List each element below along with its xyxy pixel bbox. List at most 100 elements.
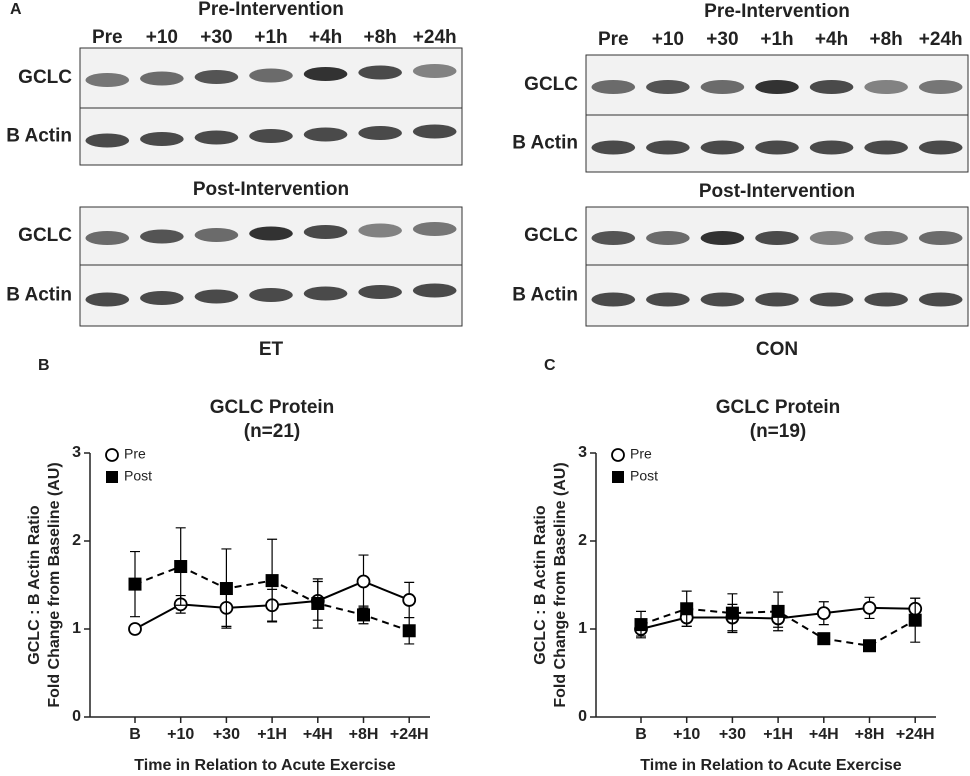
lane-label: Pre xyxy=(598,29,629,50)
marker xyxy=(908,613,922,627)
blot-band xyxy=(755,140,799,155)
blot-band xyxy=(85,231,130,245)
blot-band xyxy=(591,140,636,155)
marker xyxy=(356,574,371,589)
y-axis-label: Fold Change from Baseline (AU) xyxy=(552,462,569,707)
lane-label: +4h xyxy=(815,29,848,50)
y-axis-label: Fold Change from Baseline (AU) xyxy=(46,462,63,707)
marker xyxy=(817,632,831,646)
blot-band xyxy=(358,223,402,238)
lane-label: +30 xyxy=(200,27,232,48)
marker xyxy=(265,574,279,588)
blot-band xyxy=(85,133,130,148)
blot-band xyxy=(140,291,184,305)
lane-label: +8h xyxy=(364,27,397,48)
blot-band xyxy=(591,80,636,94)
x-axis-label: Time in Relation to Acute Exercise xyxy=(134,757,396,774)
panel-label: B xyxy=(38,357,50,374)
x-axis-label: Time in Relation to Acute Exercise xyxy=(640,757,902,774)
row-label: GCLC xyxy=(524,74,578,95)
row-label: B Actin xyxy=(6,126,72,147)
panel-label: A xyxy=(10,1,22,18)
blot-band xyxy=(809,80,854,94)
group-label: CON xyxy=(756,339,798,360)
blot-band xyxy=(700,80,745,94)
blot-band xyxy=(864,140,908,155)
lane-label: +1h xyxy=(254,27,287,48)
blot-band xyxy=(85,73,130,87)
x-tick-label: +24H xyxy=(390,726,429,743)
lane-label: +10 xyxy=(652,29,684,50)
y-tick-label: 1 xyxy=(578,620,587,637)
y-tick-label: 2 xyxy=(72,532,81,549)
marker xyxy=(402,593,417,607)
lane-label: +24h xyxy=(919,29,963,50)
x-tick-label: +24H xyxy=(896,726,935,743)
blot-title: Post-Intervention xyxy=(193,179,349,200)
x-tick-label: +8H xyxy=(349,726,379,743)
marker xyxy=(128,577,142,591)
lane-label: +1h xyxy=(760,29,793,50)
x-tick-label: +10 xyxy=(673,726,700,743)
group-label: ET xyxy=(259,339,284,360)
blot-band xyxy=(194,70,239,84)
blot-title: Pre-Intervention xyxy=(704,1,850,22)
marker xyxy=(128,622,142,636)
lane-label: +4h xyxy=(309,27,342,48)
blot-band xyxy=(918,231,963,245)
blot-band xyxy=(755,292,799,307)
blot-band xyxy=(412,222,457,236)
y-tick-label: 3 xyxy=(578,444,587,461)
legend-label: Post xyxy=(630,468,658,484)
lane-label: +30 xyxy=(706,29,738,50)
blot-band xyxy=(809,292,854,307)
blot-band xyxy=(700,231,745,245)
blot-band xyxy=(249,288,293,302)
blot-band xyxy=(358,126,402,140)
blot-band xyxy=(700,140,745,155)
blot-band xyxy=(412,124,457,139)
legend-marker xyxy=(106,471,118,483)
blot-band xyxy=(358,65,402,80)
row-label: B Actin xyxy=(512,133,578,154)
blot-band xyxy=(194,228,239,242)
lane-label: Pre xyxy=(92,27,123,48)
blot-band xyxy=(864,292,908,307)
blot-band xyxy=(249,226,293,241)
row-label: GCLC xyxy=(524,225,578,246)
blot-band xyxy=(646,80,690,94)
x-tick-label: +10 xyxy=(167,726,194,743)
blot-band xyxy=(140,71,184,86)
row-label: GCLC xyxy=(18,67,72,88)
marker xyxy=(219,582,233,596)
x-tick-label: +8H xyxy=(855,726,885,743)
blot-band xyxy=(303,225,348,239)
blot-band xyxy=(303,286,348,301)
blot-band xyxy=(918,140,963,155)
x-tick-label: B xyxy=(129,726,141,743)
legend-marker xyxy=(611,448,625,462)
blot-band xyxy=(412,283,457,298)
marker xyxy=(402,624,416,638)
x-tick-label: +1H xyxy=(763,726,793,743)
blot-band xyxy=(591,292,636,307)
chart-subtitle: (n=21) xyxy=(244,421,301,442)
y-axis-label: GCLC : B Actin Ratio xyxy=(532,505,549,665)
blot-band xyxy=(249,129,293,143)
marker xyxy=(634,618,648,632)
y-tick-label: 0 xyxy=(72,708,81,725)
legend-label: Post xyxy=(124,468,152,484)
panel-label: C xyxy=(544,357,556,374)
legend-marker xyxy=(612,471,624,483)
x-tick-label: +30 xyxy=(213,726,240,743)
blot-band xyxy=(700,292,745,307)
x-tick-label: +4H xyxy=(809,726,839,743)
blot-band xyxy=(140,229,184,244)
legend-label: Pre xyxy=(124,446,146,462)
marker xyxy=(311,596,325,610)
blot-band xyxy=(194,130,239,145)
blot-band xyxy=(358,285,402,299)
row-label: GCLC xyxy=(18,225,72,246)
y-tick-label: 1 xyxy=(72,620,81,637)
